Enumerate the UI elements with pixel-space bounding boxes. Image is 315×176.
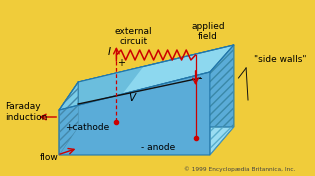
Text: +cathode: +cathode xyxy=(65,124,109,133)
Text: +: + xyxy=(117,58,125,68)
Polygon shape xyxy=(78,45,234,127)
Text: - anode: - anode xyxy=(141,143,175,152)
Text: V: V xyxy=(128,93,135,103)
Text: applied
field: applied field xyxy=(191,22,225,41)
Text: "side walls": "side walls" xyxy=(254,55,306,64)
Polygon shape xyxy=(59,72,210,155)
Text: flow: flow xyxy=(40,153,59,162)
Text: external
circuit: external circuit xyxy=(115,27,152,46)
Polygon shape xyxy=(59,82,78,155)
Text: I: I xyxy=(107,47,110,57)
Polygon shape xyxy=(210,45,234,155)
Text: © 1999 Encyclopædia Britannica, Inc.: © 1999 Encyclopædia Britannica, Inc. xyxy=(184,166,296,172)
Text: Faraday
induction: Faraday induction xyxy=(5,102,47,122)
Text: -: - xyxy=(198,73,202,83)
Polygon shape xyxy=(59,45,234,110)
Polygon shape xyxy=(59,67,144,110)
